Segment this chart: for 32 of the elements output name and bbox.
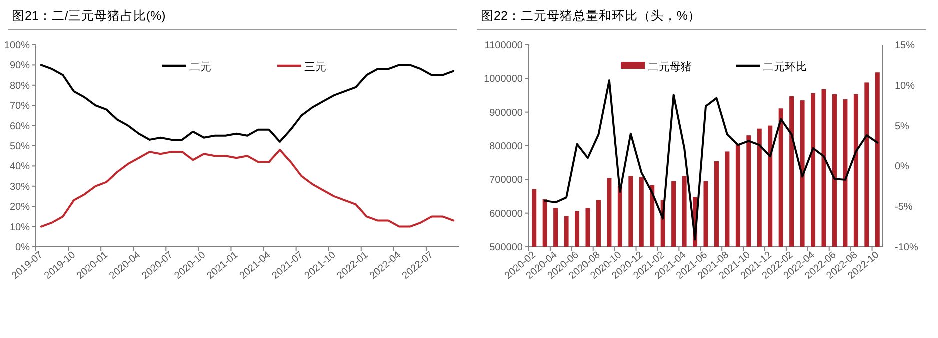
legend-label: 三元 xyxy=(304,62,326,74)
y-tick-label: 70% xyxy=(10,101,30,112)
y-tick-label: 800000 xyxy=(490,142,524,152)
y-tick-label: 600000 xyxy=(490,208,524,220)
y-tick-label: 1000000 xyxy=(484,74,524,86)
y-tick-label: 500000 xyxy=(490,242,524,254)
line-series xyxy=(40,149,455,228)
y2-tick-label: 10% xyxy=(895,80,916,92)
y2-tick-label: 15% xyxy=(895,40,916,52)
y2-tick-label: 0% xyxy=(895,162,910,173)
y-tick-label: 10% xyxy=(10,222,30,234)
y-tick-label: 700000 xyxy=(490,175,524,186)
y-tick-label: 20% xyxy=(10,202,30,214)
y-tick-label: 900000 xyxy=(490,108,524,119)
line-series xyxy=(544,80,879,241)
y2-tick-label: 5% xyxy=(895,121,910,132)
chart-title: 图21：二/三元母猪占比(%) xyxy=(12,9,166,23)
y-tick-label: 60% xyxy=(10,121,30,132)
y-tick-label: 1100000 xyxy=(484,40,524,52)
legend-label: 二元母猪 xyxy=(648,60,692,74)
y-tick-label: 0% xyxy=(16,242,30,254)
y-tick-label: 80% xyxy=(10,80,30,92)
legend-label: 二元环比 xyxy=(763,60,807,74)
y-tick-label: 50% xyxy=(10,142,30,152)
y-tick-label: 100% xyxy=(4,40,30,52)
y2-tick-label: -5% xyxy=(895,202,913,214)
y-tick-label: 90% xyxy=(10,60,30,72)
legend-label: 二元 xyxy=(190,62,212,74)
y-tick-label: 30% xyxy=(10,182,30,193)
y-tick-label: 40% xyxy=(10,162,30,173)
chart-title: 图22：二元母猪总量和环比（头，%） xyxy=(481,9,702,23)
y2-tick-label: -10% xyxy=(895,242,918,254)
